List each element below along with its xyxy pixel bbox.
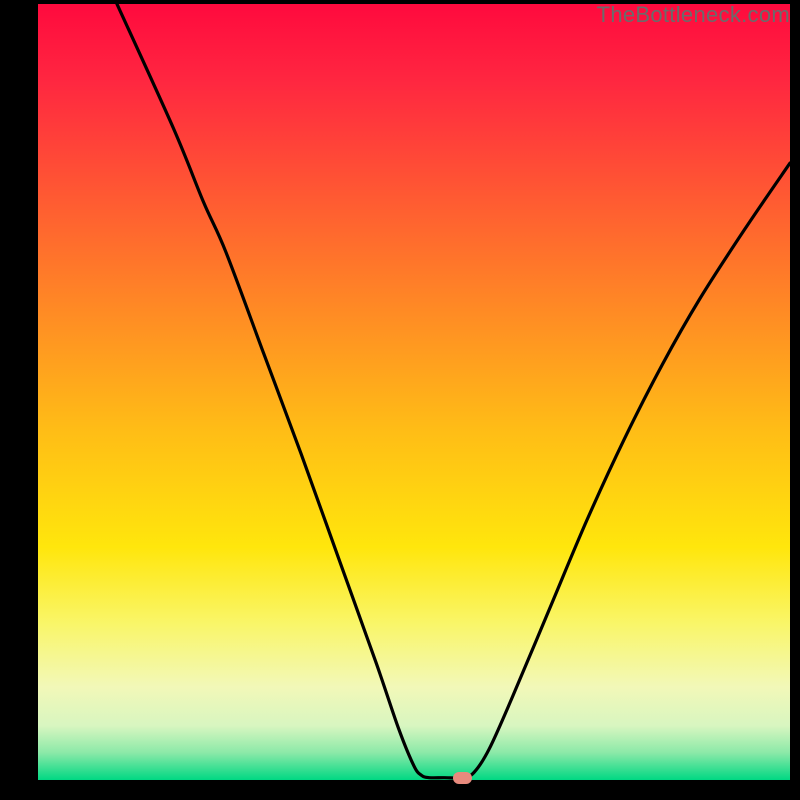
watermark-label: TheBottleneck.com <box>597 2 790 28</box>
bottleneck-curve <box>38 4 790 780</box>
optimal-point-marker <box>453 772 472 784</box>
plot-area <box>38 4 790 780</box>
bottleneck-chart: TheBottleneck.com <box>0 0 800 800</box>
